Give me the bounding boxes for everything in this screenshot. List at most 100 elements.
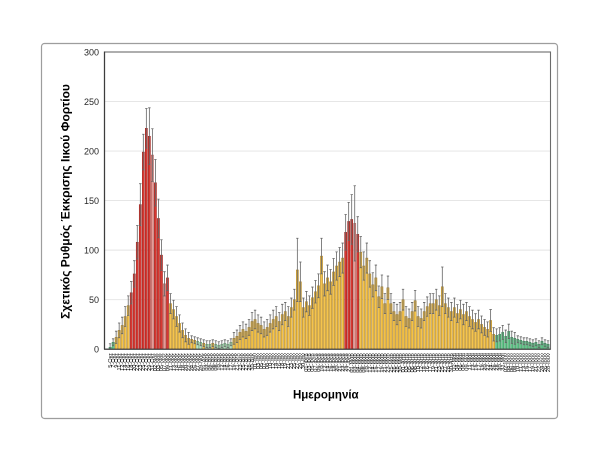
svg-text:27-Ιαν: 27-Ιαν (295, 353, 301, 369)
svg-text:100: 100 (84, 245, 99, 255)
svg-text:10-Ιουν: 10-Ιουν (516, 353, 522, 372)
svg-text:30-Απρ: 30-Απρ (449, 353, 455, 372)
svg-text:09-Μαϊ: 09-Μαϊ (464, 352, 470, 370)
svg-text:30-Δεκ: 30-Δεκ (250, 353, 256, 371)
svg-text:24-Μαϊ: 24-Μαϊ (488, 352, 494, 370)
svg-text:23-Δεκ: 23-Δεκ (238, 353, 244, 371)
svg-text:01-Δεκ: 01-Δεκ (202, 353, 208, 371)
svg-text:18-Ιαν: 18-Ιαν (280, 353, 286, 369)
svg-text:05-Απρ: 05-Απρ (407, 353, 413, 372)
svg-text:16-Οκτ: 16-Οκτ (126, 352, 132, 370)
svg-text:29-Οκτ: 29-Οκτ (147, 352, 153, 370)
svg-text:19-Ιαν: 19-Ιαν (283, 353, 289, 369)
svg-text:05-Φεβ: 05-Φεβ (310, 352, 316, 371)
svg-text:28-Ιουν: 28-Ιουν (546, 353, 552, 372)
svg-text:02-Νοε: 02-Νοε (153, 353, 159, 371)
svg-text:27-Φεβ: 27-Φεβ (346, 352, 352, 371)
svg-text:28-Μαϊ: 28-Μαϊ (494, 352, 500, 370)
svg-text:08-Μαϊ: 08-Μαϊ (461, 352, 467, 370)
svg-text:12-Φεβ: 12-Φεβ (322, 352, 328, 371)
svg-text:29-Ιαν: 29-Ιαν (298, 353, 304, 369)
svg-text:20-Μαϊ: 20-Μαϊ (482, 352, 488, 370)
svg-text:9-Οκτ: 9-Οκτ (114, 352, 120, 367)
svg-text:01-Φεβ: 01-Φεβ (304, 352, 310, 371)
svg-text:10-Δεκ: 10-Δεκ (217, 353, 223, 371)
svg-text:250: 250 (84, 97, 99, 107)
svg-text:07-Ιαν: 07-Ιαν (262, 353, 268, 369)
svg-text:03-Απρ: 03-Απρ (404, 353, 410, 372)
svg-text:08-Δεκ: 08-Δεκ (214, 353, 220, 371)
svg-text:5-Οκτ: 5-Οκτ (108, 352, 114, 367)
svg-text:06-Μαϊ: 06-Μαϊ (458, 352, 464, 370)
svg-text:21-Ιουν: 21-Ιουν (534, 353, 540, 372)
svg-text:08-Ιουν: 08-Ιουν (513, 353, 519, 372)
svg-text:03-Μαρ: 03-Μαρ (353, 353, 359, 372)
svg-text:150: 150 (84, 196, 99, 206)
svg-text:22-Νοε: 22-Νοε (186, 353, 192, 371)
svg-text:23-Μαρ: 23-Μαρ (386, 353, 392, 372)
svg-text:22-Ιουν: 22-Ιουν (537, 353, 543, 372)
svg-text:02-Μαϊ: 02-Μαϊ (452, 352, 458, 370)
svg-text:23-Απρ: 23-Απρ (437, 353, 443, 372)
svg-text:15-Μαϊ: 15-Μαϊ (473, 352, 479, 370)
svg-text:25-Οκτ: 25-Οκτ (141, 352, 147, 370)
svg-text:17-Ιουν: 17-Ιουν (528, 353, 534, 372)
svg-text:14-Οκτ: 14-Οκτ (123, 352, 129, 370)
svg-text:14-Απρ: 14-Απρ (422, 353, 428, 372)
svg-text:11-Ιουν: 11-Ιουν (519, 353, 525, 372)
svg-text:21-Μαρ: 21-Μαρ (383, 353, 389, 372)
svg-text:300: 300 (84, 47, 99, 57)
svg-text:12-Μαρ: 12-Μαρ (368, 353, 374, 372)
svg-text:03-Δεκ: 03-Δεκ (205, 353, 211, 371)
svg-text:16-Ιαν: 16-Ιαν (277, 353, 283, 369)
svg-text:04-Μαϊ: 04-Μαϊ (455, 352, 461, 370)
svg-text:04-Ιουν: 04-Ιουν (507, 353, 513, 372)
svg-text:17-Μαϊ: 17-Μαϊ (476, 352, 482, 370)
svg-text:06-Απρ: 06-Απρ (410, 353, 416, 372)
svg-text:25-Απρ: 25-Απρ (440, 353, 446, 372)
svg-text:14-Μαρ: 14-Μαρ (371, 353, 377, 372)
svg-text:Ημερομηνία: Ημερομηνία (293, 390, 359, 402)
svg-text:19-Μαϊ: 19-Μαϊ (479, 352, 485, 370)
svg-text:19-Απρ: 19-Απρ (431, 353, 437, 372)
svg-text:26-Μαϊ: 26-Μαϊ (491, 352, 497, 370)
svg-text:24-Νοε: 24-Νοε (189, 353, 195, 371)
svg-text:25-Μαρ: 25-Μαρ (389, 353, 395, 372)
svg-text:01-Μαρ: 01-Μαρ (350, 353, 356, 372)
svg-text:03-Νοε: 03-Νοε (156, 353, 162, 371)
svg-text:28-Μαρ: 28-Μαρ (395, 353, 401, 372)
svg-text:14-Νοε: 14-Νοε (174, 353, 180, 371)
svg-text:11-Μαϊ: 11-Μαϊ (467, 352, 473, 370)
svg-text:14-Ιαν: 14-Ιαν (274, 353, 280, 369)
svg-text:02-Ιουν: 02-Ιουν (504, 353, 510, 372)
svg-text:11-Νοε: 11-Νοε (168, 353, 174, 371)
svg-text:12-Ιαν: 12-Ιαν (271, 353, 277, 369)
svg-text:26-Ιουν: 26-Ιουν (543, 353, 549, 372)
svg-text:12-Απρ: 12-Απρ (419, 353, 425, 372)
svg-text:17-Μαρ: 17-Μαρ (377, 353, 383, 372)
svg-text:08-Μαρ: 08-Μαρ (362, 353, 368, 372)
svg-text:25-Φεβ: 25-Φεβ (343, 352, 349, 371)
svg-text:08-Ιαν: 08-Ιαν (265, 353, 271, 369)
svg-text:17-Απρ: 17-Απρ (428, 353, 434, 372)
svg-text:10-Ιαν: 10-Ιαν (268, 353, 274, 369)
svg-text:05-Νοε: 05-Νοε (159, 353, 165, 371)
svg-text:200: 200 (84, 146, 99, 156)
svg-text:21-Απρ: 21-Απρ (434, 353, 440, 372)
svg-text:14-Φεβ: 14-Φεβ (325, 352, 331, 371)
svg-text:21-Ιαν: 21-Ιαν (286, 353, 292, 369)
svg-text:28-Απρ: 28-Απρ (446, 353, 452, 372)
svg-text:30-Μαρ: 30-Μαρ (398, 353, 404, 372)
svg-text:06-Ιουν: 06-Ιουν (510, 353, 516, 372)
svg-text:15-Μαρ: 15-Μαρ (374, 353, 380, 372)
svg-text:10-Απρ: 10-Απρ (416, 353, 422, 372)
svg-text:07-Νοε: 07-Νοε (162, 353, 168, 371)
svg-text:50: 50 (89, 295, 99, 305)
svg-text:16-Φεβ: 16-Φεβ (328, 352, 334, 371)
svg-text:22-Οκτ: 22-Οκτ (135, 352, 141, 370)
svg-text:31-Οκτ: 31-Οκτ (150, 352, 156, 370)
svg-text:18-Φεβ: 18-Φεβ (331, 352, 337, 371)
svg-text:08-Απρ: 08-Απρ (413, 353, 419, 372)
svg-text:05-Δεκ: 05-Δεκ (208, 353, 214, 371)
svg-text:0: 0 (94, 345, 99, 355)
